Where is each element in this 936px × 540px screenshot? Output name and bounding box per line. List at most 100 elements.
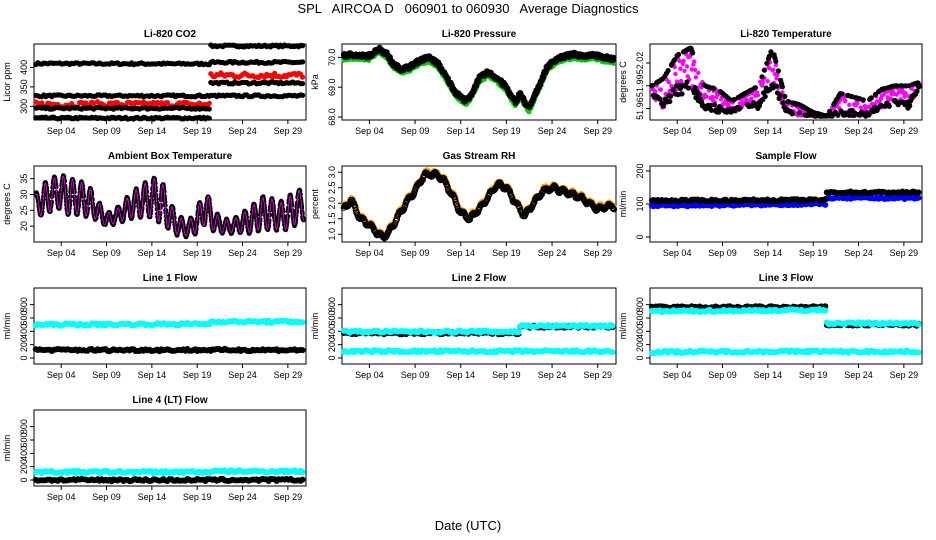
- y-axis-label: ml/min: [618, 191, 628, 218]
- data-point: [666, 80, 672, 85]
- y-tick-label: 100: [635, 196, 645, 211]
- x-tick-label: Sep 29: [890, 248, 919, 258]
- data-point: [777, 92, 783, 98]
- data-point: [903, 91, 908, 96]
- x-tick-label: Sep 04: [355, 248, 384, 258]
- data-point: [95, 99, 101, 105]
- data-point: [775, 68, 781, 74]
- data-point: [667, 98, 673, 105]
- data-point: [684, 64, 690, 69]
- x-tick-label: Sep 19: [492, 248, 521, 258]
- y-tick-label: 25: [19, 205, 29, 215]
- y-tick-label: 2.5: [327, 181, 337, 194]
- data-point: [164, 100, 171, 106]
- x-tick-label: Sep 29: [274, 370, 303, 380]
- data-point: [690, 50, 696, 56]
- series-sample-air: [33, 70, 306, 110]
- panel-title: Sample Flow: [755, 151, 816, 162]
- x-tick-label: Sep 19: [183, 370, 212, 380]
- x-tick-label: Sep 04: [663, 126, 692, 136]
- data-point: [779, 84, 786, 90]
- x-tick-label: Sep 14: [138, 126, 167, 136]
- series-sample-band: [33, 79, 306, 112]
- x-tick-label: Sep 24: [538, 370, 567, 380]
- plot-frame: [649, 43, 923, 121]
- x-tick-label: Sep 04: [663, 248, 692, 258]
- y-tick-label: 1.0: [327, 228, 337, 241]
- figure-title: SPL AIRCOA D 060901 to 060930 Average Di…: [297, 1, 639, 16]
- x-tick-label: Sep 24: [538, 248, 567, 258]
- data-point: [737, 105, 743, 111]
- x-tick-label: Sep 14: [754, 126, 783, 136]
- data-point: [868, 95, 874, 101]
- y-tick-label: 400: [19, 60, 29, 75]
- x-tick-label: Sep 09: [401, 248, 430, 258]
- series-box-temperature: [33, 173, 307, 240]
- data-point: [860, 97, 866, 103]
- data-point: [692, 59, 697, 64]
- data-point: [766, 53, 772, 60]
- data-point: [658, 87, 663, 92]
- x-tick-label: Sep 29: [583, 126, 612, 136]
- data-point: [774, 83, 780, 89]
- data-point: [300, 81, 306, 87]
- data-point: [206, 115, 212, 121]
- x-tick-label: Sep 14: [446, 370, 475, 380]
- x-tick-label: Sep 24: [844, 126, 873, 136]
- data-point: [300, 92, 306, 98]
- y-axis-label: degrees C: [618, 61, 628, 103]
- data-point: [681, 58, 686, 64]
- data-point: [773, 62, 778, 68]
- data-point: [610, 54, 617, 61]
- data-point: [916, 83, 923, 89]
- data-point: [843, 99, 848, 104]
- x-tick-label: Sep 09: [92, 370, 121, 380]
- x-tick-label: Sep 29: [274, 248, 303, 258]
- y-axis-label: degrees C: [2, 183, 12, 225]
- x-tick-label: Sep 24: [538, 126, 567, 136]
- data-point: [206, 106, 212, 112]
- x-tick-label: Sep 19: [799, 248, 828, 258]
- series-reference-low: [33, 92, 306, 122]
- x-tick-label: Sep 09: [92, 126, 121, 136]
- y-axis-label: Licor ppm: [2, 62, 12, 102]
- data-point: [696, 70, 701, 76]
- y-axis-label: percent: [310, 188, 320, 219]
- data-point: [752, 85, 759, 91]
- data-point: [764, 60, 770, 66]
- x-tick-label: Sep 04: [47, 248, 76, 258]
- x-tick-label: Sep 29: [583, 370, 612, 380]
- x-tick-label: Sep 09: [92, 248, 121, 258]
- y-tick-label: 2.0: [327, 197, 337, 210]
- data-point: [855, 100, 860, 106]
- data-point: [300, 74, 306, 80]
- data-point: [866, 112, 872, 118]
- x-tick-label: Sep 29: [583, 248, 612, 258]
- y-tick-label: 30: [19, 189, 29, 199]
- y-tick-label: 52.02: [635, 52, 645, 75]
- data-point: [300, 43, 306, 49]
- y-tick-label: 51.96: [635, 97, 645, 120]
- y-tick-label: 51.99: [635, 75, 645, 98]
- y-axis-label: ml/min: [2, 313, 12, 340]
- panel-title: Ambient Box Temperature: [108, 151, 233, 162]
- data-point: [710, 94, 715, 100]
- data-point: [767, 66, 772, 71]
- y-axis-label: ml/min: [310, 313, 320, 340]
- y-tick-label: 3.0: [327, 166, 337, 179]
- data-point: [676, 51, 682, 58]
- x-tick-label: Sep 19: [492, 126, 521, 136]
- data-point: [692, 67, 698, 73]
- x-tick-label: Sep 04: [47, 126, 76, 136]
- data-point: [711, 85, 717, 91]
- series-line-1-cyan: [32, 317, 306, 329]
- data-point: [789, 111, 795, 117]
- data-point: [771, 67, 776, 72]
- data-point: [673, 71, 678, 77]
- data-point: [679, 91, 685, 97]
- data-point: [657, 96, 663, 102]
- data-point: [91, 100, 97, 106]
- y-tick-label: 1.5: [327, 212, 337, 225]
